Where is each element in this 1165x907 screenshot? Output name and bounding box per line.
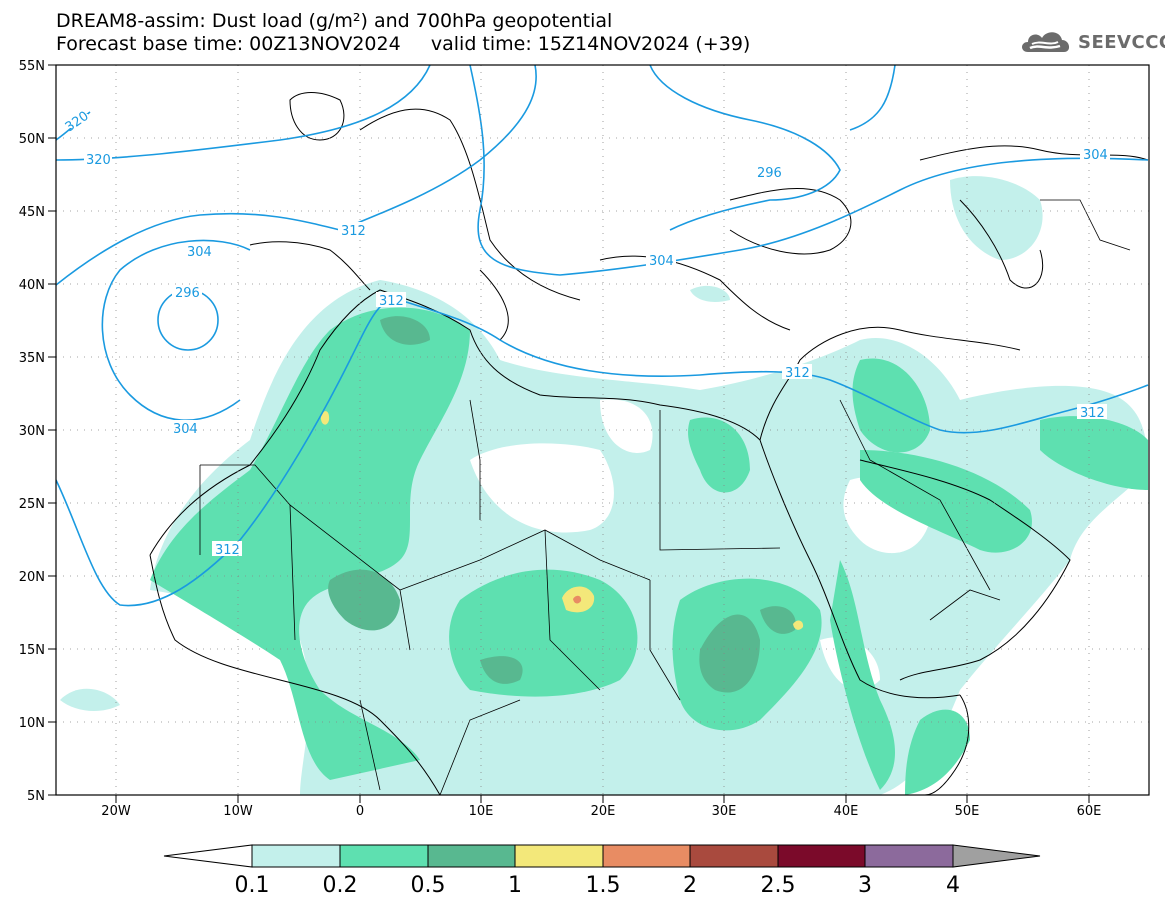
dust-field-high xyxy=(380,316,430,345)
lat-label: 20N xyxy=(19,570,45,585)
lon-label: 60E xyxy=(1077,804,1102,819)
colorbar-segment xyxy=(251,844,341,868)
dust-fields xyxy=(60,176,1148,795)
contour-label: 312 xyxy=(215,543,240,558)
colorbar-max-arrow xyxy=(952,844,1041,868)
map-title: DREAM8-assim: Dust load (g/m²) and 700hP… xyxy=(56,10,613,32)
contour-label: 304 xyxy=(649,254,674,269)
colorbar-tick: 2.5 xyxy=(761,873,796,898)
colorbar-tick: 0.2 xyxy=(323,873,358,898)
lon-label: 20E xyxy=(591,804,616,819)
lat-label: 45N xyxy=(19,205,45,220)
forecast-time: Forecast base time: 00Z13NOV2024 valid t… xyxy=(56,33,751,55)
longitude-labels: 20W 10W 0 10E 20E 30E 40E 50E 60E xyxy=(101,804,1101,819)
colorbar-tick: 1.5 xyxy=(586,873,621,898)
colorbar-tick: 3 xyxy=(858,873,872,898)
colorbar-tick: 1 xyxy=(508,873,522,898)
contour-label: 304 xyxy=(173,422,198,437)
contour-label: 296 xyxy=(175,286,200,301)
lat-label: 50N xyxy=(19,132,45,147)
colorbar-tick: 4 xyxy=(946,873,960,898)
contour-label: 312 xyxy=(379,294,404,309)
colorbar-segment xyxy=(427,844,516,868)
colorbar-tick: 0.1 xyxy=(235,873,270,898)
colorbar-tick: 0.5 xyxy=(411,873,446,898)
lon-label: 20W xyxy=(101,804,131,819)
contour-label: 320 xyxy=(86,153,111,168)
seevccc-logo: SEEVCCC xyxy=(1018,24,1165,60)
colorbar-segment xyxy=(339,844,429,868)
colorbar-min-arrow xyxy=(163,844,253,868)
lat-label: 30N xyxy=(19,424,45,439)
colorbar-segment xyxy=(777,844,866,868)
latitude-labels: 55N 50N 45N 40N 35N 30N 25N 20N 15N 10N … xyxy=(19,59,45,804)
lon-label: 10W xyxy=(223,804,253,819)
colorbar-segment xyxy=(689,844,779,868)
lon-label: 40E xyxy=(834,804,859,819)
colorbar-segment xyxy=(602,844,691,868)
logo-text: SEEVCCC xyxy=(1078,31,1165,53)
colorbar-segment xyxy=(514,844,604,868)
contour-label: 312 xyxy=(785,366,810,381)
dust-field-mid xyxy=(150,307,470,780)
coastlines xyxy=(149,92,1149,795)
axis-ticks xyxy=(48,64,1090,803)
colorbar-labels: 0.1 0.2 0.5 1 1.5 2 2.5 3 4 xyxy=(235,873,961,898)
colorbar-tick: 2 xyxy=(683,873,697,898)
lat-label: 55N xyxy=(19,59,45,74)
lat-label: 35N xyxy=(19,351,45,366)
graticule xyxy=(56,65,1149,795)
colorbar xyxy=(163,844,1041,868)
lat-label: 15N xyxy=(19,643,45,658)
colorbar-segment xyxy=(864,844,954,868)
cloud-logo-icon xyxy=(1022,32,1070,52)
lat-label: 10N xyxy=(19,716,45,731)
lat-label: 40N xyxy=(19,278,45,293)
lon-label: 30E xyxy=(712,804,737,819)
lon-label: 0 xyxy=(356,804,364,819)
contour-label: 304 xyxy=(187,245,212,260)
contour-label: 312 xyxy=(1080,406,1105,421)
lon-label: 50E xyxy=(955,804,980,819)
contour-labels: 320 320 312 304 296 304 312 296 304 312 … xyxy=(63,109,1110,558)
contour-label: 304 xyxy=(1083,148,1108,163)
lat-label: 5N xyxy=(27,789,45,804)
contour-label: 312 xyxy=(341,224,366,239)
lon-label: 10E xyxy=(469,804,494,819)
contour-label: 296 xyxy=(757,166,782,181)
lat-label: 25N xyxy=(19,497,45,512)
